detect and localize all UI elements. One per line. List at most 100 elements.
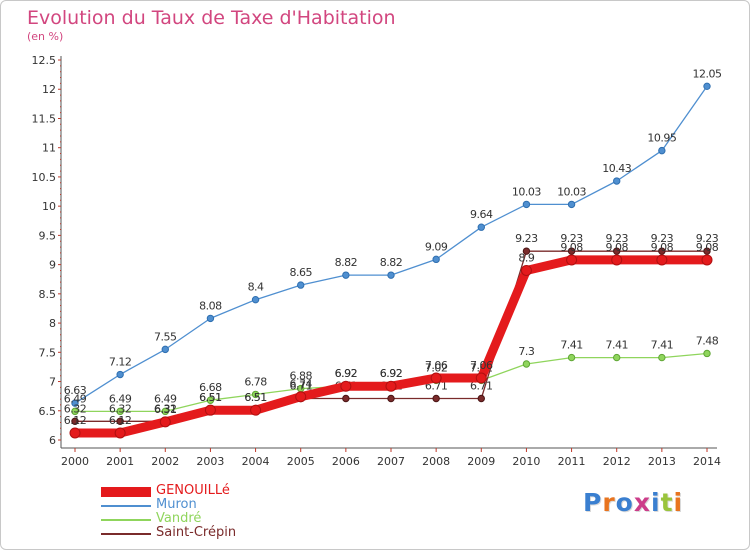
data-label-genouille: 6.51 <box>199 391 222 404</box>
point-muron <box>251 295 260 304</box>
point-saint-crepin <box>658 247 666 255</box>
point-genouille <box>159 416 171 428</box>
data-label-muron: 9.09 <box>425 240 448 253</box>
data-label-saint-crepin: 6.32 <box>109 402 132 415</box>
data-label-saint-crepin: 9.23 <box>696 232 719 245</box>
legend-label: Saint-Crépin <box>156 525 237 540</box>
data-label-genouille: 6.74 <box>289 378 312 391</box>
data-label-muron: 10.03 <box>512 185 541 198</box>
x-tick-label: 2006 <box>332 455 360 468</box>
data-label-genouille: 8.9 <box>518 251 534 264</box>
data-label-saint-crepin: 9.23 <box>651 232 674 245</box>
point-genouille <box>204 404 216 416</box>
data-label-saint-crepin: 9.23 <box>605 232 628 245</box>
data-label-vandre: 7.02 <box>425 361 448 374</box>
x-tick-label: 2011 <box>558 455 586 468</box>
data-label-genouille: 9.08 <box>560 241 583 254</box>
data-label-muron: 9.64 <box>470 208 493 221</box>
data-label-muron: 8.08 <box>199 299 222 312</box>
data-label-muron: 8.82 <box>335 256 358 269</box>
legend-label: Vandré <box>156 511 202 526</box>
legend-item-vandre: Vandré <box>101 511 361 527</box>
data-label-genouille: 9.08 <box>605 241 628 254</box>
point-saint-crepin <box>71 417 79 425</box>
data-label-muron: 12.05 <box>693 67 722 80</box>
data-label-saint-crepin: 6.71 <box>289 379 312 392</box>
point-vandre <box>71 407 79 416</box>
point-genouille <box>701 254 713 266</box>
data-label-vandre: 6.68 <box>199 381 222 394</box>
data-label-genouille: 6.31 <box>154 403 177 416</box>
point-saint-crepin <box>567 247 576 255</box>
point-muron <box>297 281 305 289</box>
point-muron <box>477 223 485 231</box>
y-tick-label: 6 <box>49 434 56 447</box>
data-label-muron: 8.65 <box>289 266 312 279</box>
point-muron <box>522 200 531 209</box>
point-saint-crepin <box>116 417 124 425</box>
point-saint-crepin <box>613 247 621 255</box>
x-tick-label: 2012 <box>603 455 631 468</box>
point-genouille <box>611 254 623 266</box>
x-tick-label: 2005 <box>287 455 315 468</box>
point-muron <box>206 314 215 323</box>
point-genouille <box>475 372 487 384</box>
x-tick-label: 2008 <box>422 455 450 468</box>
data-label-genouille: 7.06 <box>425 359 448 372</box>
data-label-genouille: 6.51 <box>244 391 267 404</box>
data-label-saint-crepin: 9.23 <box>515 232 538 245</box>
data-label-vandre: 6.88 <box>289 370 312 383</box>
y-tick-label: 10.5 <box>32 171 57 184</box>
point-muron <box>432 255 440 264</box>
x-tick-label: 2003 <box>196 455 224 468</box>
legend-item-saint-crepin: Saint-Crépin <box>101 525 361 541</box>
legend-swatch <box>101 487 151 497</box>
y-tick-label: 9.5 <box>39 229 57 242</box>
data-label-muron: 7.55 <box>154 330 177 343</box>
data-label-vandre: 7.41 <box>651 339 674 352</box>
y-tick-label: 6.5 <box>39 405 57 418</box>
point-genouille <box>69 427 81 439</box>
data-label-vandre: 7.41 <box>605 339 628 352</box>
legend-label: GENOUILLé <box>156 483 230 498</box>
point-vandre <box>703 349 711 358</box>
legend-swatch <box>101 519 151 521</box>
data-label-genouille: 7.06 <box>470 359 493 372</box>
y-tick-label: 8 <box>49 317 56 330</box>
point-vandre <box>522 360 531 368</box>
x-tick-label: 2000 <box>61 455 89 468</box>
point-vandre <box>116 407 124 416</box>
data-label-genouille: 9.08 <box>696 241 719 254</box>
y-tick-label: 10 <box>42 200 56 213</box>
chart-title: Evolution du Taux de Taxe d'Habitation <box>27 7 396 29</box>
x-tick-label: 2004 <box>242 455 270 468</box>
x-tick-label: 2013 <box>648 455 676 468</box>
legend: GENOUILLé Muron Vandré Saint-Crépin <box>101 483 361 541</box>
data-label-saint-crepin: 6.51 <box>244 391 267 404</box>
x-tick-label: 2014 <box>693 455 721 468</box>
y-tick-label: 7.5 <box>39 346 57 359</box>
point-vandre <box>658 353 666 362</box>
point-genouille <box>114 427 126 439</box>
data-label-genouille: 6.92 <box>335 367 358 380</box>
point-saint-crepin <box>432 394 440 403</box>
y-tick-label: 12 <box>42 83 56 96</box>
point-genouille <box>340 380 352 392</box>
point-vandre <box>613 353 621 362</box>
legend-swatch <box>101 505 151 507</box>
point-vandre <box>161 407 169 416</box>
point-saint-crepin <box>522 247 531 255</box>
data-label-saint-crepin: 6.51 <box>199 391 222 404</box>
data-label-saint-crepin: 6.32 <box>64 402 87 415</box>
y-tick-label: 7 <box>49 376 56 389</box>
data-label-vandre: 7.41 <box>560 339 583 352</box>
data-label-saint-crepin: 9.23 <box>560 232 583 245</box>
data-label-vandre: 6.49 <box>154 392 177 405</box>
point-muron <box>116 370 124 379</box>
point-genouille <box>250 404 262 416</box>
data-label-vandre: 7.3 <box>518 345 534 358</box>
point-muron <box>703 82 711 91</box>
legend-item-genouille: GENOUILLé <box>101 483 361 499</box>
point-muron <box>658 146 666 155</box>
